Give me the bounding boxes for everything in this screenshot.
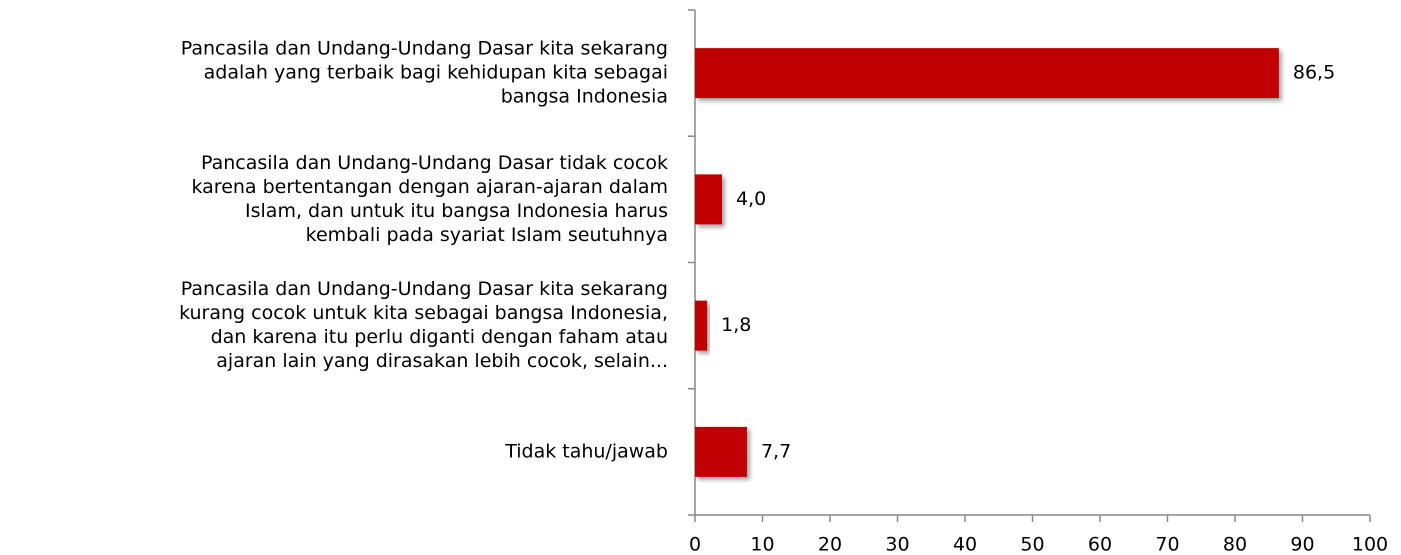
category-label: ajaran lain yang dirasakan lebih cocok, … (216, 350, 668, 372)
x-tick-label: 50 (1020, 534, 1044, 555)
x-tick-label: 90 (1290, 534, 1314, 555)
value-label: 4,0 (736, 188, 766, 210)
x-tick-label: 70 (1155, 534, 1179, 555)
x-tick-label: 30 (885, 534, 909, 555)
x-tick-label: 20 (818, 534, 842, 555)
category-label: Pancasila dan Undang-Undang Dasar tidak … (201, 152, 668, 174)
category-label: kembali pada syariat Islam seutuhnya (306, 224, 668, 246)
x-tick-label: 60 (1088, 534, 1112, 555)
x-tick-label: 80 (1223, 534, 1247, 555)
category-label: Tidak tahu/jawab (504, 440, 668, 462)
bar (695, 300, 708, 351)
x-tick-label: 0 (689, 534, 701, 555)
category-label: Pancasila dan Undang-Undang Dasar kita s… (181, 38, 668, 60)
category-label: kurang cocok untuk kita sebagai bangsa I… (179, 302, 668, 324)
x-tick-label: 100 (1352, 534, 1388, 555)
value-label: 7,7 (761, 440, 791, 462)
category-label: adalah yang terbaik bagi kehidupan kita … (204, 62, 668, 84)
category-label: karena bertentangan dengan ajaran-ajaran… (191, 176, 668, 198)
bar (695, 48, 1279, 99)
category-label: bangsa Indonesia (501, 86, 668, 108)
x-tick-label: 40 (953, 534, 977, 555)
category-label: Pancasila dan Undang-Undang Dasar kita s… (181, 278, 668, 300)
category-label: dan karena itu perlu diganti dengan faha… (211, 326, 668, 348)
value-label: 1,8 (721, 314, 751, 336)
bar (695, 426, 747, 477)
x-tick-label: 10 (750, 534, 774, 555)
value-label: 86,5 (1293, 62, 1335, 84)
bar (695, 174, 722, 225)
category-label: Islam, dan untuk itu bangsa Indonesia ha… (245, 200, 668, 222)
